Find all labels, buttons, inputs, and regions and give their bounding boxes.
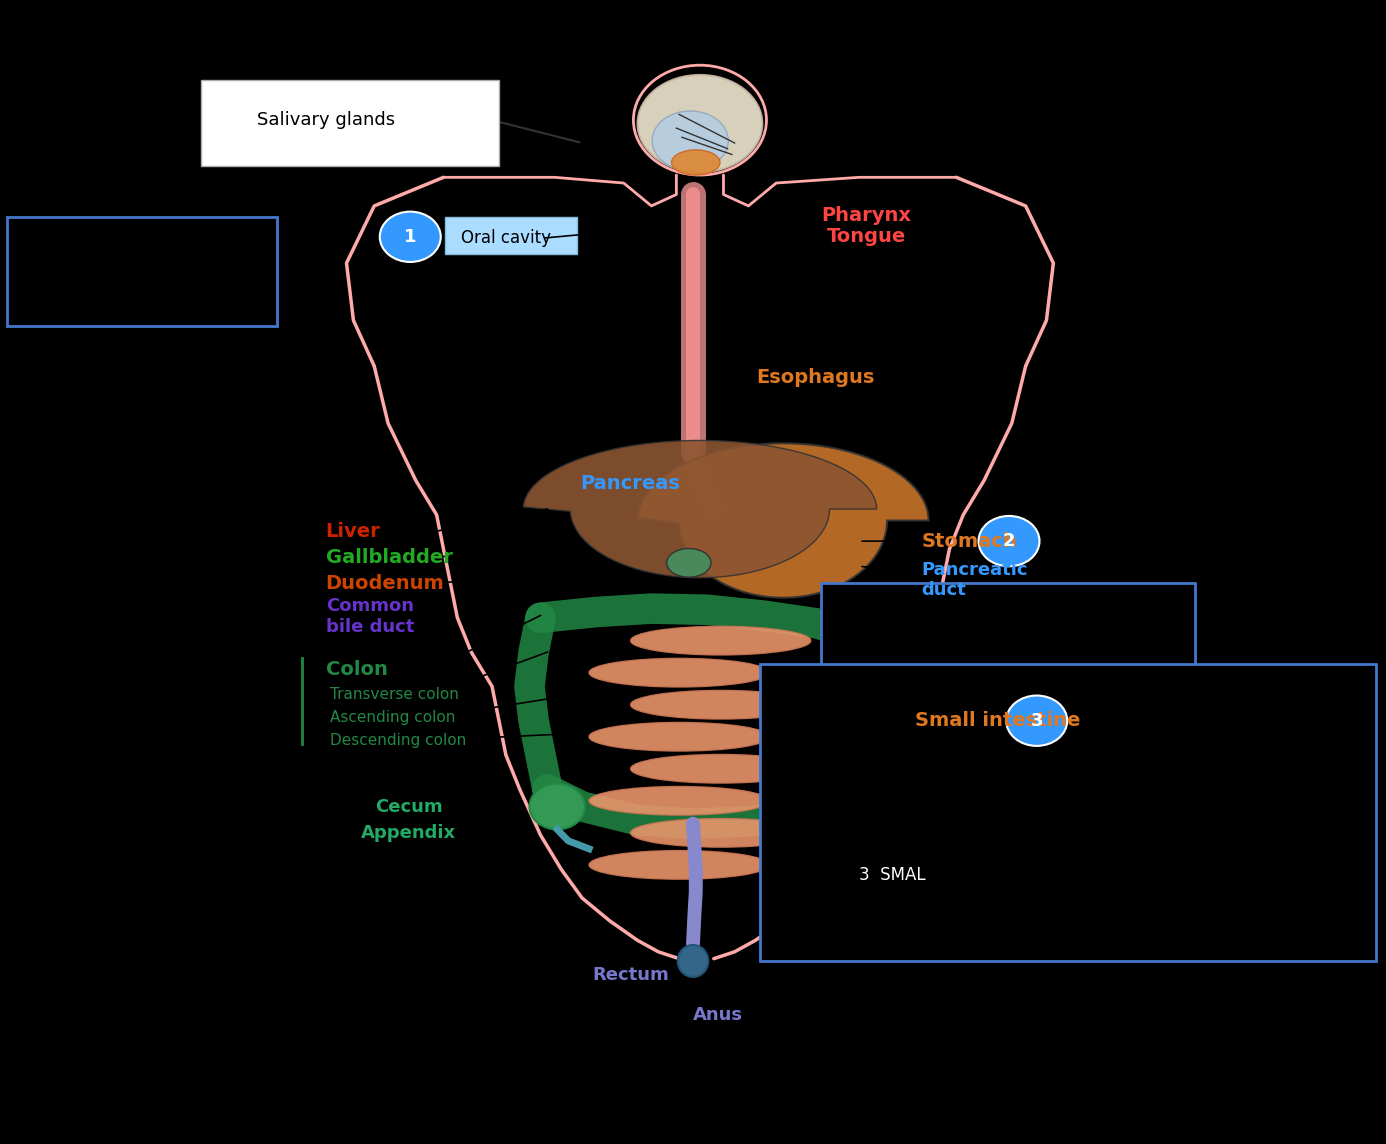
Text: Liver: Liver [326,523,381,541]
Text: Colon: Colon [326,660,388,678]
Circle shape [380,212,441,262]
Text: 2: 2 [1002,532,1016,550]
Ellipse shape [631,690,811,720]
Ellipse shape [672,150,721,175]
Text: Common
bile duct: Common bile duct [326,597,414,636]
Text: Gallbladder: Gallbladder [326,548,453,566]
Text: Duodenum: Duodenum [326,574,445,593]
FancyBboxPatch shape [445,217,577,254]
Text: Small intestine: Small intestine [915,712,1080,730]
Circle shape [979,516,1040,566]
Ellipse shape [589,787,769,815]
Text: Transverse colon: Transverse colon [330,686,459,702]
Ellipse shape [651,111,729,170]
FancyBboxPatch shape [201,80,499,166]
Ellipse shape [589,659,769,686]
Text: Pancreas: Pancreas [581,475,681,493]
Ellipse shape [589,723,769,752]
Text: Descending colon: Descending colon [330,732,466,748]
Text: 3: 3 [1030,712,1044,730]
Text: Tongue: Tongue [826,228,906,246]
Text: Salivary glands: Salivary glands [256,111,395,129]
Ellipse shape [529,784,585,829]
Text: Oral cavity: Oral cavity [462,229,550,247]
Text: Rectum: Rectum [592,966,669,984]
Text: Ascending colon: Ascending colon [330,709,455,725]
FancyBboxPatch shape [760,664,1376,961]
Text: 3  SMAL: 3 SMAL [859,866,926,884]
Ellipse shape [589,851,769,880]
FancyBboxPatch shape [7,217,277,326]
Text: Pancreatic
duct: Pancreatic duct [922,561,1028,599]
Text: Appendix: Appendix [362,824,456,842]
Ellipse shape [678,945,708,977]
Polygon shape [638,444,929,597]
Text: Cecum: Cecum [376,797,442,816]
Text: Esophagus: Esophagus [755,368,875,387]
Text: Pharynx: Pharynx [822,206,911,224]
Text: 1: 1 [403,228,417,246]
Ellipse shape [638,76,762,173]
Text: Stomach: Stomach [922,532,1017,550]
Polygon shape [524,440,877,578]
Circle shape [1006,696,1067,746]
Ellipse shape [667,549,711,577]
Ellipse shape [631,819,811,847]
Text: Anus: Anus [693,1006,743,1024]
Ellipse shape [631,755,811,782]
Ellipse shape [631,627,811,654]
FancyBboxPatch shape [821,583,1195,712]
